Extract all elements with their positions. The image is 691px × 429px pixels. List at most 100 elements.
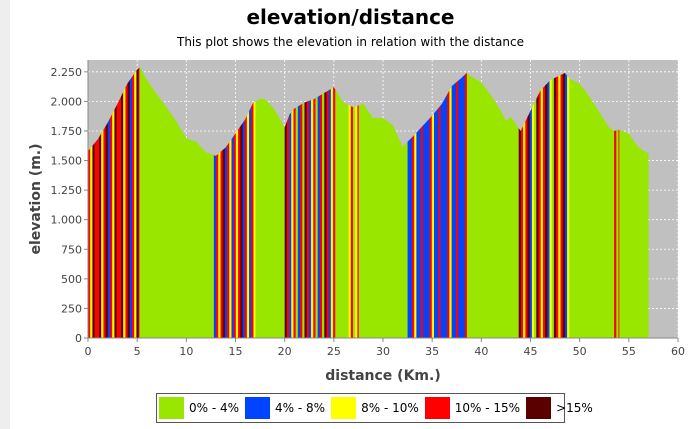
gradient-stripe: [90, 67, 93, 338]
gradient-stripe: [540, 67, 544, 338]
x-tick-label: 35: [425, 345, 439, 358]
gradient-stripe: [231, 67, 234, 338]
gradient-stripe: [416, 67, 419, 338]
gradient-stripe: [442, 67, 446, 338]
gradient-stripe: [427, 67, 430, 338]
gradient-stripe: [101, 67, 104, 338]
x-tick-label: 25: [327, 345, 341, 358]
gradient-stripe: [350, 67, 354, 338]
gradient-stripe: [129, 67, 133, 338]
gradient-stripe: [304, 67, 307, 338]
legend-label: 10% - 15%: [454, 401, 521, 415]
gradient-stripe: [414, 67, 417, 338]
gradient-stripe: [324, 67, 327, 338]
gradient-stripe: [536, 67, 539, 338]
gradient-stripe: [218, 67, 221, 338]
gradient-stripe: [99, 67, 102, 338]
legend-item: 4% - 8%: [245, 397, 325, 419]
gradient-stripe: [116, 67, 120, 338]
gradient-stripe: [222, 67, 226, 338]
gradient-stripe: [253, 67, 256, 338]
gradient-stripe: [220, 67, 223, 338]
elevation-profile-group: [88, 67, 649, 338]
gradient-stripe: [429, 67, 433, 338]
gradient-stripe: [242, 67, 245, 338]
legend-label: 0% - 4%: [189, 401, 240, 415]
x-tick-label: 5: [134, 345, 141, 358]
gradient-stripe: [438, 67, 441, 338]
gradient-stripe: [420, 67, 424, 338]
gradient-stripe: [138, 67, 140, 338]
gradient-stripe: [560, 67, 563, 338]
gradient-stripe: [455, 67, 459, 338]
legend-swatch: [526, 397, 552, 419]
gradient-stripe: [233, 67, 237, 338]
gradient-stripe: [527, 67, 530, 338]
gradient-stripe: [244, 67, 248, 338]
gradient-stripe: [246, 67, 250, 338]
gradient-stripe: [319, 67, 323, 338]
gradient-stripe: [291, 67, 294, 338]
gradient-stripe: [235, 67, 239, 338]
gradient-stripe: [224, 67, 228, 338]
legend-swatch: [424, 397, 450, 419]
gradient-stripe: [328, 67, 332, 338]
x-tick-label: 0: [85, 345, 92, 358]
y-tick-label: 2.000: [51, 95, 83, 108]
legend-label: 4% - 8%: [275, 401, 326, 415]
gradient-stripe: [110, 67, 113, 338]
gradient-stripe: [529, 67, 533, 338]
legend-swatch: [159, 397, 184, 419]
gradient-stripe: [229, 67, 232, 338]
gradient-stripe: [409, 67, 413, 338]
gradient-stripe: [251, 67, 254, 338]
legend: 0% - 4% 4% - 8% 8% - 10% 10% - 15% >15%: [156, 393, 593, 423]
gradient-stripe: [123, 67, 126, 338]
gradient-stripe: [315, 67, 318, 338]
gradient-stripe: [418, 67, 422, 338]
gradient-stripe: [121, 67, 124, 338]
y-axis-title: elevation (m.): [28, 143, 44, 254]
gradient-stripe: [440, 67, 444, 338]
x-tick-label: 10: [179, 345, 193, 358]
gradient-stripe: [297, 67, 301, 338]
chart-subtitle: This plot shows the elevation in relatio…: [176, 35, 524, 49]
gradient-stripe: [311, 67, 314, 338]
gradient-stripe: [289, 67, 292, 338]
gradient-stripe: [96, 67, 100, 338]
gradient-stripe: [538, 67, 541, 338]
gradient-stripe: [520, 67, 524, 338]
gradient-stripe: [551, 67, 555, 338]
y-tick-label: 500: [61, 273, 82, 286]
gradient-stripe: [300, 67, 303, 338]
gradient-stripe: [284, 67, 288, 338]
legend-label: >15%: [556, 401, 593, 415]
gradient-stripe: [293, 67, 296, 338]
gradient-stripe: [422, 67, 426, 338]
x-tick-label: 55: [622, 345, 636, 358]
x-axis-title: distance (Km.): [325, 368, 440, 384]
legend-item: 10% - 15%: [424, 397, 521, 419]
gradient-stripe: [444, 67, 448, 338]
gradient-stripe: [213, 67, 217, 338]
gradient-stripe: [330, 67, 334, 338]
x-tick-label: 15: [229, 345, 243, 358]
gradient-stripe: [562, 67, 566, 338]
gradient-stripe: [553, 67, 557, 338]
y-tick-label: 1.500: [51, 155, 83, 168]
x-tick-label: 50: [573, 345, 587, 358]
gradient-stripe: [542, 67, 546, 338]
gradient-stripe: [132, 67, 135, 338]
gradient-stripe: [105, 67, 109, 338]
gradient-stripe: [436, 67, 439, 338]
gradient-stripe: [549, 67, 552, 338]
gradient-stripe: [464, 67, 467, 338]
x-tick-label: 40: [474, 345, 488, 358]
gradient-stripe: [302, 67, 305, 338]
gradient-stripe: [545, 67, 548, 338]
gradient-stripe: [238, 67, 241, 338]
gradient-stripe: [453, 67, 457, 338]
gradient-stripe: [118, 67, 122, 338]
legend-item: 8% - 10%: [331, 397, 419, 419]
